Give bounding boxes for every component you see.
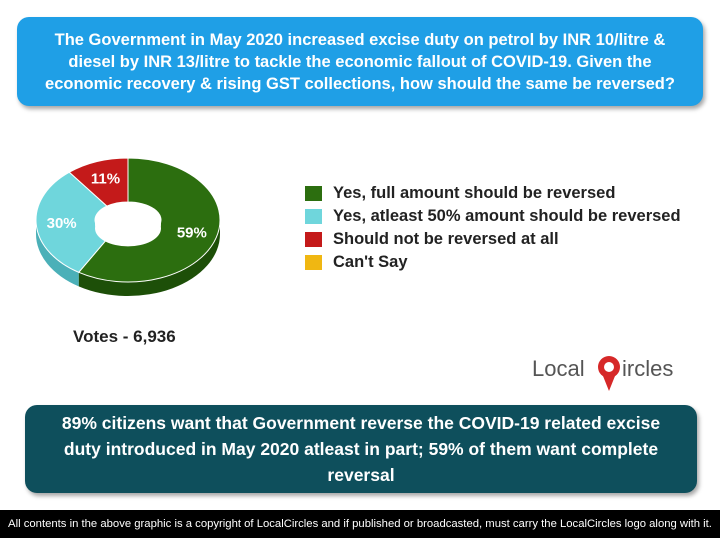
- donut-hole: [95, 210, 161, 247]
- legend-swatch: [305, 232, 322, 247]
- logo-text-left: Local: [532, 356, 585, 381]
- legend-swatch: [305, 209, 322, 224]
- chart-legend: Yes, full amount should be reversed Yes, …: [305, 182, 681, 274]
- slice-label-0: 59%: [177, 224, 207, 241]
- legend-item-0: Yes, full amount should be reversed: [305, 182, 681, 205]
- logo-pin-icon: [598, 356, 620, 391]
- logo-text-right: ircles: [622, 356, 673, 381]
- conclusion-text: 89% citizens want that Government revers…: [61, 413, 661, 485]
- legend-item-1: Yes, atleast 50% amount should be revers…: [305, 205, 681, 228]
- legend-label: Yes, atleast 50% amount should be revers…: [333, 207, 681, 225]
- legend-swatch: [305, 186, 322, 201]
- slice-label-1: 30%: [47, 215, 77, 232]
- slice-label-2: 11%: [91, 171, 120, 188]
- donut-hole-wall: [95, 202, 161, 229]
- localcircles-logo: Local ircles: [532, 356, 673, 391]
- votes-count: Votes - 6,936: [73, 327, 176, 346]
- legend-swatch: [305, 255, 322, 270]
- legend-label: Should not be reversed at all: [333, 230, 559, 248]
- legend-label: Can't Say: [333, 253, 408, 271]
- legend-item-3: Can't Say: [305, 251, 681, 274]
- question-text: The Government in May 2020 increased exc…: [45, 30, 675, 93]
- legend-item-2: Should not be reversed at all: [305, 228, 681, 251]
- copyright-footer: All contents in the above graphic is a c…: [0, 510, 720, 538]
- slice-side-1: [36, 220, 79, 287]
- pie-chart: 59% 30% 11%: [35, 157, 221, 296]
- slice-side-0: [78, 220, 220, 296]
- legend-label: Yes, full amount should be reversed: [333, 184, 616, 202]
- question-banner: The Government in May 2020 increased exc…: [17, 17, 703, 106]
- conclusion-banner: 89% citizens want that Government revers…: [25, 405, 697, 493]
